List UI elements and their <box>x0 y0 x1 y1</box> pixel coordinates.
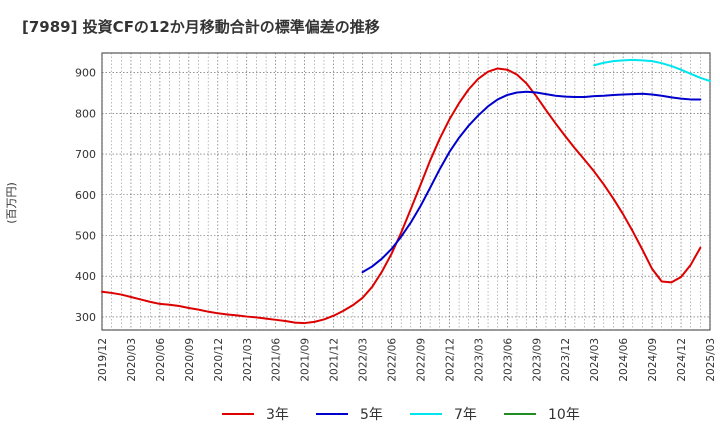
chart-title: [7989] 投資CFの12か月移動合計の標準偏差の推移 <box>22 18 380 36</box>
x-tick-label: 2022/06 <box>387 338 399 382</box>
x-tick-label: 2021/12 <box>329 338 341 382</box>
legend-label-1: 3年 <box>266 407 289 423</box>
y-tick-label: 800 <box>75 107 96 120</box>
y-tick-label: 400 <box>75 270 96 283</box>
x-tick-label: 2022/09 <box>415 338 427 382</box>
y-tick-label: 900 <box>75 67 96 80</box>
x-tick-label: 2024/06 <box>618 338 630 382</box>
x-tick-label: 2022/12 <box>444 338 456 382</box>
legend-label-4: 10年 <box>548 407 580 423</box>
x-tick-label: 2021/06 <box>271 338 283 382</box>
x-tick-label: 2023/06 <box>502 338 514 382</box>
y-tick-label: 300 <box>75 311 96 324</box>
y-tick-layer: 300 400 500 600 700 800 900 <box>75 67 96 324</box>
x-tick-layer: 2019/12 2020/03 2020/06 2020/09 2020/12 2021/… <box>97 338 717 382</box>
x-tick-label: 2021/03 <box>242 338 254 382</box>
y-axis-label: (百万円) <box>5 182 18 224</box>
y-tick-label: 600 <box>75 189 96 202</box>
x-tick-label: 2024/09 <box>647 338 659 382</box>
x-tick-label: 2020/03 <box>126 338 138 382</box>
x-tick-label: 2020/06 <box>155 338 167 382</box>
y-tick-label: 500 <box>75 229 96 242</box>
x-tick-label: 2020/09 <box>184 338 196 382</box>
x-tick-label: 2019/12 <box>97 338 109 382</box>
series-line-2 <box>361 90 702 274</box>
x-tick-label: 2024/03 <box>589 338 601 382</box>
series-line-3 <box>593 58 711 83</box>
x-tick-label: 2023/09 <box>531 338 543 382</box>
x-tick-label: 2022/03 <box>358 338 370 382</box>
series-line-1 <box>101 67 702 325</box>
x-tick-label: 2024/12 <box>676 338 688 382</box>
x-tick-label: 2023/03 <box>473 338 485 382</box>
y-tick-label: 700 <box>75 148 96 161</box>
x-tick-label: 2025/03 <box>705 338 717 382</box>
legend-label-3: 7年 <box>454 407 477 423</box>
x-tick-label: 2021/09 <box>300 338 312 382</box>
series-layer <box>101 58 711 325</box>
x-tick-label: 2023/12 <box>560 338 572 382</box>
x-tick-label: 2020/12 <box>213 338 225 382</box>
legend: 3年 5年 7年 10年 <box>222 407 580 423</box>
legend-label-2: 5年 <box>360 407 383 423</box>
